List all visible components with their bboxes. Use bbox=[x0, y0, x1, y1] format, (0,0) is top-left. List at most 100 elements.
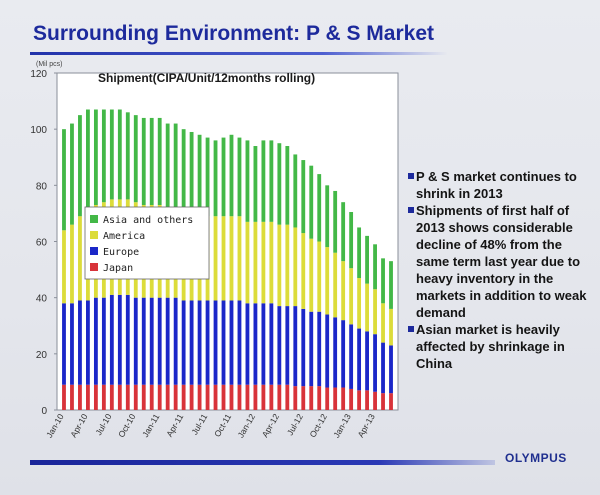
bar-segment-japan bbox=[78, 384, 82, 410]
y-tick-label: 40 bbox=[36, 294, 48, 305]
x-tick-label: Oct-12 bbox=[308, 412, 330, 439]
bar-segment-japan bbox=[285, 384, 290, 410]
bar-segment-america bbox=[221, 216, 226, 301]
bar-segment-europe bbox=[197, 300, 202, 385]
bar-segment-asia-and-others bbox=[165, 123, 170, 208]
bar-segment-europe bbox=[70, 303, 74, 385]
bar-segment-japan bbox=[165, 384, 170, 410]
bar-segment-japan bbox=[93, 384, 98, 410]
bar-segment-asia-and-others bbox=[181, 129, 186, 214]
bar-segment-japan bbox=[109, 384, 114, 410]
bar-segment-europe bbox=[117, 294, 122, 385]
bar-segment-america bbox=[213, 216, 218, 301]
x-tick-label: Oct-11 bbox=[212, 412, 233, 439]
x-tick-label: Oct-10 bbox=[116, 412, 138, 439]
bar-segment-asia-and-others bbox=[117, 109, 122, 200]
bullet-item: P & S market continues to shrink in 2013 bbox=[408, 168, 598, 202]
y-tick-label: 0 bbox=[41, 406, 47, 417]
bar-segment-america bbox=[373, 289, 377, 335]
y-tick-label: 60 bbox=[36, 238, 48, 249]
bar-segment-europe bbox=[253, 303, 258, 385]
legend-swatch bbox=[90, 247, 98, 255]
bar-segment-asia-and-others bbox=[325, 185, 330, 248]
bar-segment-asia-and-others bbox=[269, 140, 274, 222]
bar-segment-asia-and-others bbox=[253, 146, 258, 222]
bar-segment-asia-and-others bbox=[357, 227, 362, 279]
bar-segment-europe bbox=[93, 297, 98, 385]
bar-segment-japan bbox=[197, 384, 202, 410]
bar-segment-japan bbox=[365, 390, 369, 410]
bar-segment-japan bbox=[237, 384, 242, 410]
x-tick-label: Jul-11 bbox=[189, 412, 209, 437]
bar-segment-japan bbox=[381, 393, 385, 410]
bar-segment-asia-and-others bbox=[333, 190, 338, 253]
bar-segment-japan bbox=[373, 391, 377, 410]
bar-segment-japan bbox=[117, 384, 122, 410]
bullet-list: P & S market continues to shrink in 2013… bbox=[408, 168, 598, 372]
bar-segment-america bbox=[317, 241, 322, 312]
bar-segment-europe bbox=[101, 297, 106, 385]
company-logo: OLYMPUS bbox=[505, 451, 567, 465]
bar-segment-america bbox=[381, 303, 385, 343]
bar-segment-asia-and-others bbox=[70, 123, 74, 225]
bar-segment-america bbox=[365, 283, 369, 332]
bar-segment-japan bbox=[181, 384, 186, 410]
bar-segment-asia-and-others bbox=[125, 112, 130, 200]
bar-segment-asia-and-others bbox=[62, 129, 66, 231]
bar-segment-asia-and-others bbox=[341, 202, 346, 262]
bar-segment-asia-and-others bbox=[301, 160, 306, 234]
bar-segment-asia-and-others bbox=[245, 140, 250, 222]
bar-segment-america bbox=[293, 227, 298, 307]
bar-segment-asia-and-others bbox=[149, 117, 154, 205]
bar-segment-europe bbox=[341, 320, 346, 388]
bar-segment-america bbox=[78, 216, 82, 301]
bar-segment-america bbox=[229, 216, 234, 301]
bar-segment-asia-and-others bbox=[261, 140, 266, 222]
legend-swatch bbox=[90, 231, 98, 239]
footer-bar bbox=[30, 460, 495, 465]
bar-segment-america bbox=[62, 230, 66, 304]
bar-segment-japan bbox=[213, 384, 218, 410]
bar-segment-europe bbox=[173, 297, 178, 385]
bar-segment-america bbox=[357, 278, 362, 329]
bar-segment-europe bbox=[86, 300, 90, 385]
bar-segment-europe bbox=[309, 311, 314, 387]
bar-segment-europe bbox=[149, 297, 154, 385]
bar-segment-europe bbox=[62, 303, 66, 385]
bar-segment-europe bbox=[301, 308, 306, 387]
bar-segment-europe bbox=[165, 297, 170, 385]
bar-segment-asia-and-others bbox=[365, 235, 369, 284]
bar-segment-japan bbox=[293, 386, 298, 410]
bar-segment-asia-and-others bbox=[173, 123, 178, 208]
bar-segment-europe bbox=[181, 300, 186, 385]
bar-segment-asia-and-others bbox=[309, 165, 314, 239]
slide-title: Surrounding Environment: P & S Market bbox=[33, 22, 434, 45]
bar-segment-japan bbox=[269, 384, 274, 410]
bar-segment-asia-and-others bbox=[86, 109, 90, 211]
bar-segment-asia-and-others bbox=[213, 140, 218, 217]
bar-segment-europe bbox=[133, 297, 138, 385]
bar-segment-europe bbox=[245, 303, 250, 385]
bar-segment-europe bbox=[357, 328, 362, 391]
bar-segment-japan bbox=[341, 387, 346, 410]
bar-segment-japan bbox=[357, 390, 362, 410]
bar-segment-europe bbox=[125, 294, 130, 385]
x-tick-label: Apr-10 bbox=[68, 412, 90, 439]
bar-segment-japan bbox=[301, 386, 306, 410]
x-tick-label: Jan-13 bbox=[331, 412, 353, 440]
bar-segment-europe bbox=[229, 300, 234, 385]
bar-segment-america bbox=[389, 308, 393, 346]
bar-segment-asia-and-others bbox=[197, 134, 202, 217]
bar-segment-europe bbox=[285, 306, 290, 385]
bar-segment-asia-and-others bbox=[101, 109, 106, 203]
y-tick-label: 20 bbox=[36, 350, 48, 361]
bar-segment-japan bbox=[245, 384, 250, 410]
bar-segment-europe bbox=[365, 331, 369, 391]
legend-swatch bbox=[90, 215, 98, 223]
bar-segment-asia-and-others bbox=[78, 115, 82, 217]
legend-swatch bbox=[90, 263, 98, 271]
bar-segment-europe bbox=[78, 300, 82, 385]
bar-segment-america bbox=[285, 224, 290, 307]
bar-segment-asia-and-others bbox=[157, 117, 162, 205]
bar-segment-asia-and-others bbox=[349, 212, 354, 269]
